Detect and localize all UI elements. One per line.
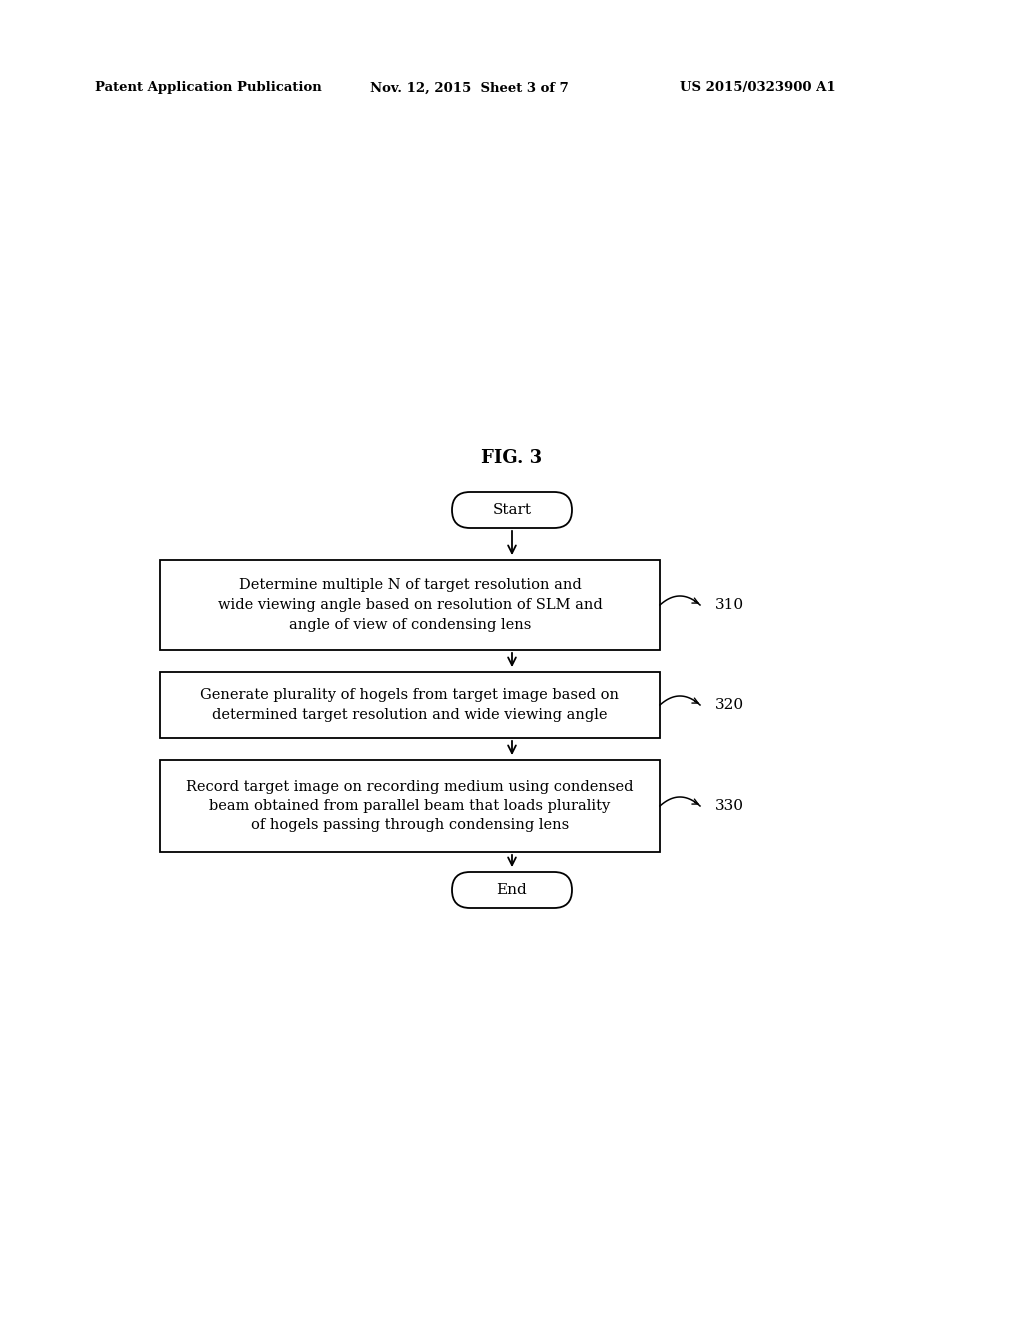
Text: Nov. 12, 2015  Sheet 3 of 7: Nov. 12, 2015 Sheet 3 of 7 — [370, 82, 568, 95]
Bar — [160, 672, 660, 738]
Text: 310: 310 — [715, 598, 744, 612]
Bar — [160, 760, 660, 851]
Text: Determine multiple N of target resolution and
wide viewing angle based on resolu: Determine multiple N of target resolutio… — [218, 578, 602, 631]
Text: 330: 330 — [715, 799, 744, 813]
FancyBboxPatch shape — [452, 873, 572, 908]
FancyBboxPatch shape — [452, 492, 572, 528]
Text: FIG. 3: FIG. 3 — [481, 449, 543, 467]
Text: Record target image on recording medium using condensed
beam obtained from paral: Record target image on recording medium … — [186, 780, 634, 833]
Text: Start: Start — [493, 503, 531, 517]
Bar — [160, 560, 660, 649]
Text: Generate plurality of hogels from target image based on
determined target resolu: Generate plurality of hogels from target… — [201, 688, 620, 722]
Text: End: End — [497, 883, 527, 898]
Text: US 2015/0323900 A1: US 2015/0323900 A1 — [680, 82, 836, 95]
Text: Patent Application Publication: Patent Application Publication — [95, 82, 322, 95]
Text: 320: 320 — [715, 698, 744, 711]
